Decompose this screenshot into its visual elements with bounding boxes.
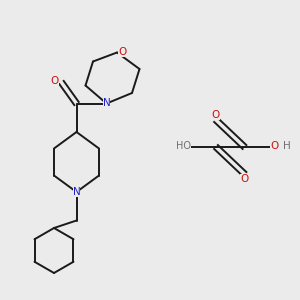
Text: O: O: [51, 76, 59, 86]
Text: O: O: [270, 141, 279, 152]
Text: N: N: [103, 98, 110, 109]
Text: O: O: [212, 110, 220, 120]
Text: O: O: [240, 174, 249, 184]
Text: H: H: [283, 141, 290, 152]
Text: O: O: [118, 47, 127, 57]
Text: HO: HO: [176, 141, 191, 152]
Text: N: N: [73, 187, 80, 197]
